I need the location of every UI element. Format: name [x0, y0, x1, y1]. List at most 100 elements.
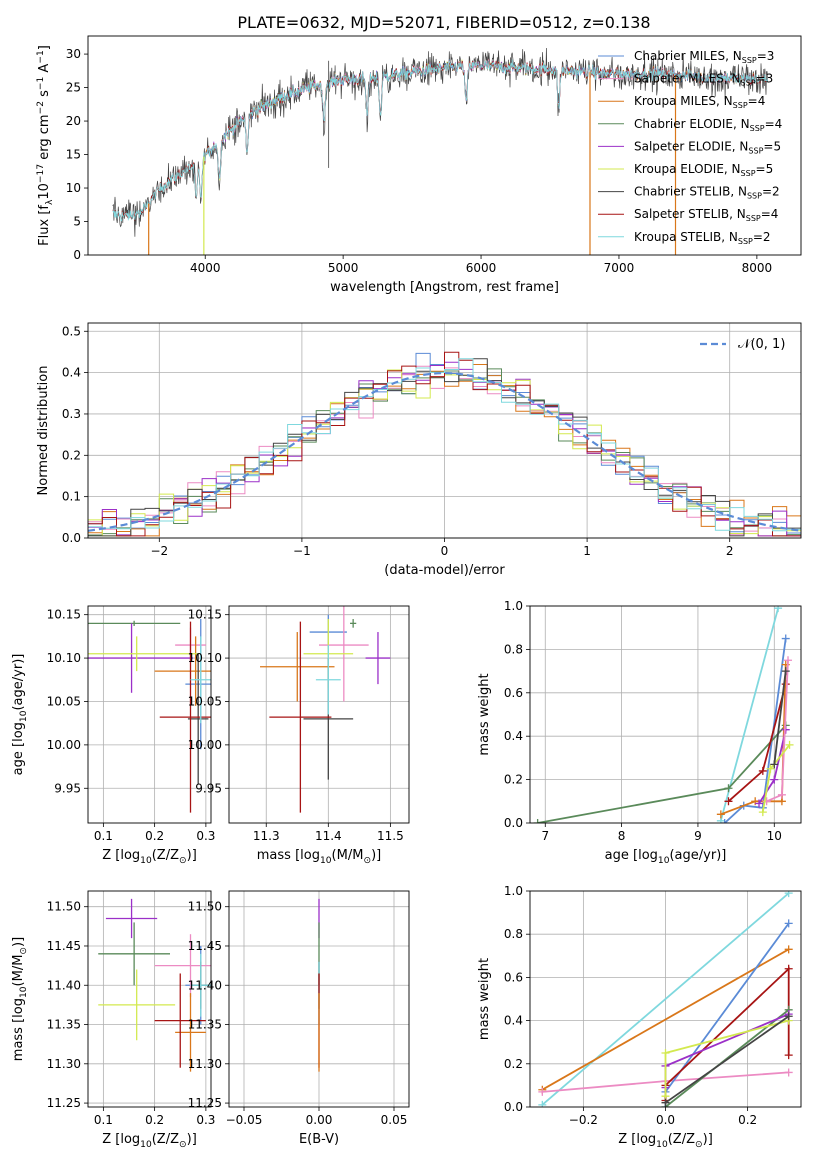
- errorbar-point-salpeter_elodie: [88, 623, 194, 693]
- weight-marker-salpeter_miles: [538, 1087, 547, 1096]
- y-axis-label: Normed distribution: [36, 366, 51, 496]
- errorbar-point-kroupa_stelib: [315, 645, 341, 715]
- errorbar-point-kroupa_elodie: [98, 969, 176, 1041]
- y-tick-label: 11.45: [188, 939, 222, 953]
- figure-title: PLATE=0632, MJD=52071, FIBERID=0512, z=0…: [237, 13, 650, 32]
- weight-marker-salpeter_stelib: [758, 766, 767, 775]
- y-tick-label: 30: [66, 47, 81, 61]
- axes-frame: [228, 605, 410, 824]
- x-tick-label: 6000: [466, 261, 497, 275]
- y-tick-label: 0: [73, 248, 81, 262]
- y-tick-label: 0.5: [62, 324, 81, 338]
- y-tick-label: 10: [66, 181, 81, 195]
- histogram-kroupa_stelib: [88, 358, 801, 532]
- weight-marker-chabrier_miles: [720, 819, 729, 823]
- y-tick-label: 10.05: [47, 694, 81, 708]
- weight-marker-kroupa_miles: [716, 810, 725, 819]
- weight-marker-chabrier_miles: [784, 919, 793, 928]
- errorbar-point-salpeter_miles: [319, 606, 369, 702]
- x-tick-label: 10: [767, 829, 782, 843]
- y-tick-label: 10.10: [188, 651, 222, 665]
- weight-marker-salpeter_stelib: [724, 797, 733, 806]
- y-tick-label: 11.35: [47, 1018, 81, 1032]
- weight-marker-kroupa_elodie: [758, 808, 767, 817]
- x-tick-label: 0.0: [656, 1113, 675, 1127]
- weight-marker-kroupa_stelib: [538, 1100, 547, 1107]
- y-tick-label: 15: [66, 148, 81, 162]
- weight-marker-salpeter_miles: [784, 1068, 793, 1077]
- weight-marker-salpeter_miles: [784, 656, 793, 665]
- y-tick-label: 20: [66, 114, 81, 128]
- spectrum-line-kroupa_stelib: [112, 59, 768, 222]
- weight-marker-chabrier_stelib: [661, 1098, 670, 1107]
- y-tick-label: 10.15: [47, 608, 81, 622]
- panel-mass-vs-ebv: −0.05 0.00 0.05 11.25 11.30 11.35 11.40 11.45 11…: [188, 890, 410, 1147]
- y-tick-label: 5: [73, 215, 81, 229]
- y-tick-label: 0.1: [62, 490, 81, 504]
- y-tick-label: 11.25: [47, 1096, 81, 1110]
- x-tick-label: 0.2: [145, 829, 164, 843]
- x-axis-label: age [log10(age/yr)]: [605, 848, 727, 866]
- weight-marker-salpeter_stelib: [784, 964, 793, 973]
- weight-line-chabrier_miles: [724, 638, 787, 823]
- y-axis-label: mass weight: [477, 673, 492, 755]
- axes-frame: [529, 605, 802, 824]
- y-tick-label: 0.4: [504, 1014, 523, 1028]
- y-tick-label: 11.50: [47, 900, 81, 914]
- plot-area: [533, 606, 794, 823]
- plot-area: [112, 47, 768, 255]
- x-tick-label: 0.2: [738, 1113, 757, 1127]
- x-tick-label: 0.00: [306, 1113, 333, 1127]
- errorbar-point-chabrier_elodie: [98, 922, 170, 986]
- x-tick-label: 8000: [742, 261, 773, 275]
- y-tick-label: 0.0: [504, 1100, 523, 1114]
- y-tick-label: 1.0: [504, 884, 523, 898]
- x-tick-label: 0.05: [381, 1113, 408, 1127]
- x-axis-label: (data-model)/error: [384, 563, 505, 578]
- y-tick-label: 11.40: [188, 978, 222, 992]
- weight-line-kroupa_miles: [720, 664, 787, 816]
- x-axis-label: Z [log10(Z/Z⊙)]: [102, 848, 197, 866]
- weight-marker-chabrier_stelib: [781, 667, 790, 676]
- x-tick-label: −1: [293, 544, 311, 558]
- x-tick-label: 0.1: [94, 1113, 113, 1127]
- errorbar-point-salpeter_stelib: [269, 621, 332, 813]
- x-tick-label: −0.05: [226, 1113, 263, 1127]
- x-axis-label: mass [log10(M/M⊙)]: [257, 848, 381, 866]
- histogram-chabrier_stelib: [88, 358, 801, 537]
- y-tick-label: 0.8: [504, 927, 523, 941]
- y-tick-label: 0.4: [62, 366, 81, 380]
- weight-marker-kroupa_elodie: [766, 764, 775, 773]
- errorbar-point-salpeter_stelib: [159, 621, 211, 813]
- x-tick-label: 0.2: [145, 1113, 164, 1127]
- errorbar-point-kroupa_miles: [154, 636, 211, 706]
- y-tick-label: 10.10: [47, 651, 81, 665]
- errorbar-point-chabrier_stelib: [187, 653, 209, 784]
- legend-label-salpeter_miles: Salpeter MILES, NSSP=3: [634, 72, 773, 88]
- y-tick-label: 0.0: [504, 816, 523, 830]
- x-axis-label: Z [log10(Z/Z⊙)]: [102, 1132, 197, 1150]
- legend: Chabrier MILES, NSSP=3 Salpeter MILES, NS…: [598, 49, 782, 246]
- plot-area: [98, 898, 211, 1072]
- weight-marker-salpeter_miles: [777, 790, 786, 799]
- y-tick-label: 0.2: [62, 448, 81, 462]
- y-tick-label: 0.0: [62, 531, 81, 545]
- x-tick-label: −2: [150, 544, 168, 558]
- y-axis-label: Flux [fλ10−17 erg cm−2 s−1 A−1]: [36, 45, 55, 246]
- y-axis-label: mass weight: [477, 958, 492, 1040]
- weight-marker-salpeter_stelib: [784, 1051, 793, 1060]
- plot-area: [88, 351, 801, 537]
- x-tick-label: 9: [694, 829, 702, 843]
- axes-frame: [87, 35, 802, 256]
- legend-label-kroupa_miles: Kroupa MILES, NSSP=4: [634, 94, 765, 110]
- y-tick-label: 9.95: [195, 781, 222, 795]
- y-tick-label: 11.30: [188, 1057, 222, 1071]
- errorbar-point-kroupa_miles: [260, 632, 335, 702]
- axes-frame: [87, 890, 212, 1108]
- weight-marker-chabrier_elodie: [724, 784, 733, 793]
- x-tick-label: 0.1: [94, 829, 113, 843]
- x-tick-label: 11.4: [315, 829, 342, 843]
- weight-marker-kroupa_stelib: [784, 891, 793, 898]
- x-tick-label: 1: [583, 544, 591, 558]
